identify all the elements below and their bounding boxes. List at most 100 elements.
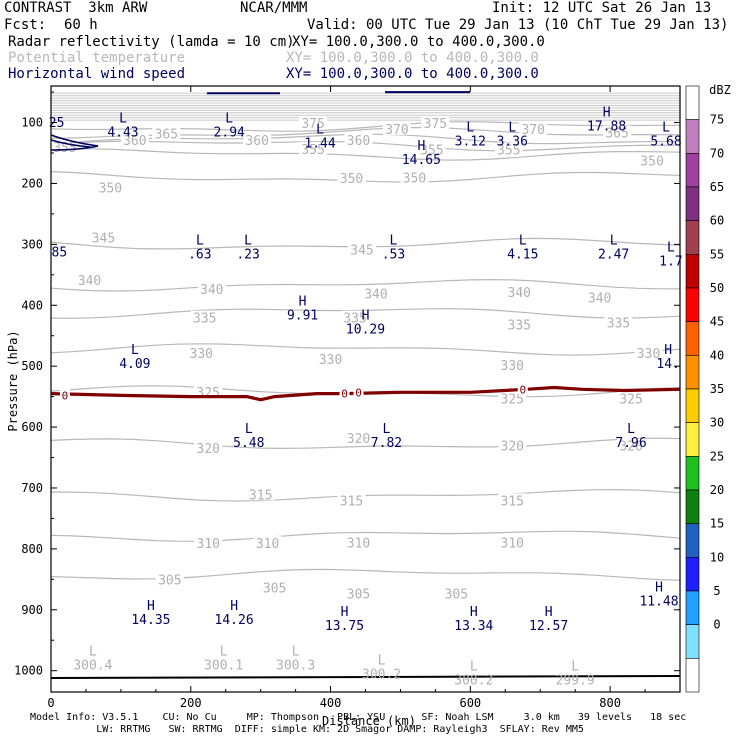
theta-label: 375 (424, 117, 447, 132)
theta-label: 335 (193, 312, 216, 327)
colorbar-swatch (685, 186, 700, 221)
theta-label-bg (75, 272, 104, 286)
colorbar-swatch (685, 153, 700, 188)
wind-extremum-type: L (390, 233, 398, 248)
x-axis-title: Distance (km) (322, 714, 416, 728)
theta-label-bg (617, 391, 646, 405)
y-tick-label: 500 (21, 359, 43, 373)
theta-label: 320 (347, 432, 370, 447)
wind-extremum-type: H (603, 105, 611, 120)
y-tick-label: 400 (21, 298, 43, 312)
org-label: NCAR/MMM (240, 0, 308, 16)
colorbar-tick-label: 5 (713, 584, 720, 598)
field-wind-xy: XY= 100.0,300.0 to 400.0,300.0 (286, 66, 539, 82)
wind-extremum-value: 1.7 (659, 255, 682, 270)
theta-label: 350 (99, 181, 122, 196)
colorbar-tick-label: 25 (710, 449, 724, 463)
wind-extremum-type: L (131, 343, 139, 358)
theta-label-bg (585, 290, 614, 304)
theta-extremum-value: 300.1 (204, 658, 243, 673)
theta-label: 370 (385, 123, 408, 138)
theta-label-bg (498, 438, 527, 452)
theta-label: 310 (197, 537, 220, 552)
theta-extremum-type: L (292, 644, 300, 659)
theta-label-bg (638, 153, 667, 167)
theta-label: 340 (508, 286, 531, 301)
theta-label-bg (344, 586, 373, 600)
forecast-value: 60 h (64, 17, 98, 33)
theta-label: 305 (263, 581, 286, 596)
theta-label: 355 (301, 143, 324, 158)
wind-extremum-value: 2.47 (598, 247, 629, 262)
wind-extremum-value: 14.26 (215, 613, 254, 628)
wind-extremum-value: 2.94 (214, 126, 245, 141)
wind-extremum-value: 4.43 (107, 126, 138, 141)
wind-extremum-type: L (508, 121, 516, 136)
theta-label-bg (382, 121, 411, 135)
colorbar-swatch (685, 624, 700, 659)
field-reflectivity-xy: XY= 100.0,300.0 to 400.0,300.0 (292, 34, 545, 50)
model-info-line2: LW: RRTMG SW: RRTMG DIFF: simple KM: 2D … (30, 724, 584, 735)
theta-label: 325 (501, 393, 524, 408)
y-tick-label: 800 (21, 542, 43, 556)
wind-extremum-type: L (627, 422, 635, 437)
theta-label: 340 (588, 292, 611, 307)
zero-contour-label: 0 (62, 389, 69, 402)
theta-label-bg (604, 315, 633, 329)
colorbar-tick-label: 55 (710, 247, 724, 261)
theta-label: 305 (347, 588, 370, 603)
colorbar-swatch (685, 287, 700, 322)
theta-extremum-value: 299.9 (556, 674, 595, 689)
theta-label: 350 (640, 155, 663, 170)
wind-extremum-value: 5.68 (650, 135, 681, 150)
plot-title: CONTRAST 3km ARW (4, 0, 148, 16)
theta-label: 340 (364, 287, 387, 302)
theta-label-bg (337, 171, 366, 185)
theta-label-bg (316, 352, 345, 366)
theta-label: 345 (92, 231, 115, 246)
theta-label-bg (341, 310, 370, 324)
colorbar-tick-label: 15 (710, 517, 724, 531)
theta-label-bg (337, 493, 366, 507)
theta-label-bg (348, 242, 377, 256)
theta-extremum-value: 300.2 (362, 668, 401, 683)
wind-extremum-type: H (470, 605, 478, 620)
wind-extremum-value: 14.65 (402, 153, 441, 168)
wind-extremum-value: 17.88 (587, 119, 626, 134)
theta-label-bg (361, 286, 390, 300)
y-tick-label: 700 (21, 481, 43, 495)
wind-extremum-type: L (196, 233, 204, 248)
theta-extremum-value: 300.4 (73, 658, 112, 673)
wind-extremum-type: H (655, 581, 663, 596)
colorbar-swatch (685, 658, 700, 693)
y-tick-label: 300 (21, 237, 43, 251)
theta-label-bg (260, 580, 289, 594)
theta-label: 315 (249, 488, 272, 503)
colorbar-swatch (685, 456, 700, 491)
colorbar-tick-label: 35 (710, 382, 724, 396)
theta-label-bg (246, 487, 275, 501)
theta-label-bg (197, 282, 226, 296)
wind-extremum-value: 11.48 (639, 595, 678, 610)
zero-contour-label: 0 (519, 383, 526, 396)
wind-extremum-value: 3.36 (497, 135, 528, 150)
field-reflectivity-name: Radar reflectivity (lamda = 10 cm) (8, 34, 295, 50)
edge-label: 25 (49, 116, 65, 131)
theta-label-bg (417, 142, 446, 156)
wind-contours (50, 91, 470, 151)
colorbar-tick-label: 65 (710, 180, 724, 194)
colorbar-tick-label: 60 (710, 214, 724, 228)
theta-label-bg (194, 384, 223, 398)
theta-label: 375 (301, 117, 324, 132)
wind-extremum-type: L (662, 121, 670, 136)
theta-label-bg (498, 535, 527, 549)
theta-label: 310 (347, 536, 370, 551)
wind-extremum-type: H (147, 599, 155, 614)
wind-extremum-value: 10.29 (346, 322, 385, 337)
wind-extremum-value: 12.57 (529, 619, 568, 634)
theta-label-bg (96, 180, 125, 194)
theta-label: 310 (256, 537, 279, 552)
field-wind-name: Horizontal wind speed (8, 66, 186, 82)
wind-extremum-type: H (417, 139, 425, 154)
colorbar-tick-label: 70 (710, 146, 724, 160)
